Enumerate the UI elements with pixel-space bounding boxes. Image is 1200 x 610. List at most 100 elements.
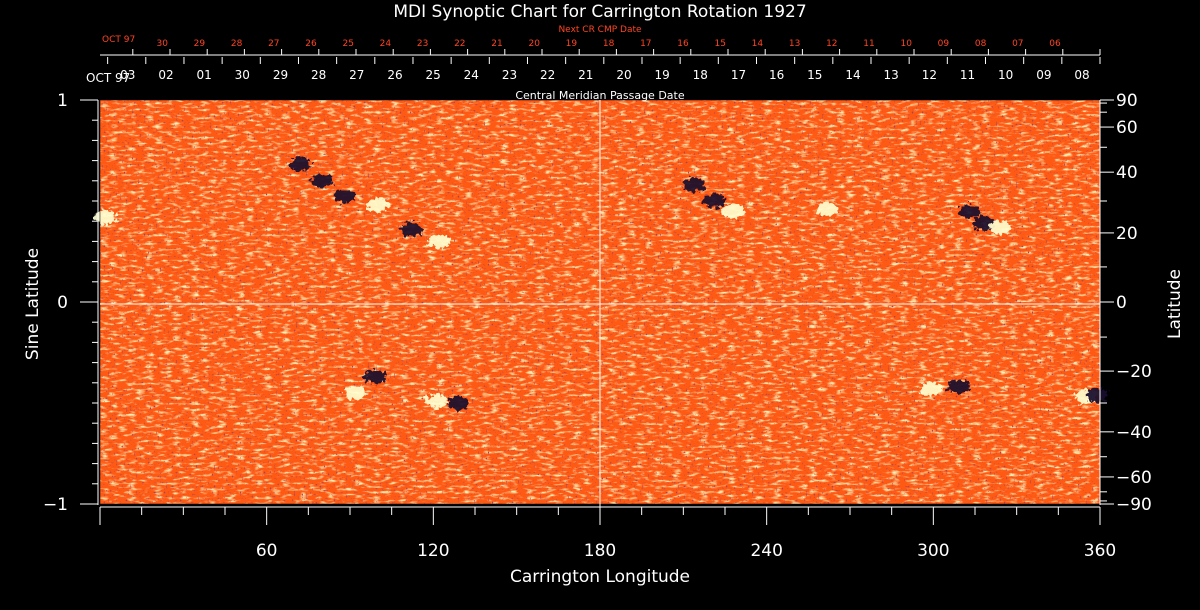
cmp-date-label: 18 xyxy=(693,68,708,82)
cmp-date-label: 15 xyxy=(807,68,822,82)
positive-polarity-region xyxy=(919,381,942,396)
next-cr-date-label: 28 xyxy=(231,39,243,49)
next-cr-date-label: 14 xyxy=(752,39,764,49)
negative-polarity-region xyxy=(958,204,981,219)
y2-tick-label: 40 xyxy=(1116,163,1138,183)
cmp-date-label: 19 xyxy=(655,68,670,82)
x-axis-ticks: 60 120 180 240 300 360 xyxy=(99,507,1116,561)
cmp-date-label: 10 xyxy=(998,68,1013,82)
cmp-date-label: 17 xyxy=(731,68,746,82)
negative-polarity-region xyxy=(972,216,995,231)
next-cr-date-label: 08 xyxy=(975,39,987,49)
cmp-date-label: 27 xyxy=(349,68,364,82)
negative-polarity-region xyxy=(311,173,334,188)
x-tick-label: 240 xyxy=(750,541,782,561)
y-tick-label: −1 xyxy=(43,495,68,515)
cmp-date-label: 03 xyxy=(120,68,135,82)
next-cr-date-label: 07 xyxy=(1012,39,1023,49)
cmp-date-label: 12 xyxy=(922,68,937,82)
positive-polarity-region xyxy=(366,198,389,213)
negative-polarity-region xyxy=(947,379,970,394)
negative-polarity-region xyxy=(683,177,706,192)
next-cr-date-label: 12 xyxy=(826,39,837,49)
cmp-month-label: OCT 97 xyxy=(86,71,130,85)
right-axis-ticks: 90 60 40 20 0 −20 −40 −60 −90 xyxy=(1100,91,1152,515)
y2-tick-label: −40 xyxy=(1116,423,1152,443)
next-cr-date-label: 29 xyxy=(194,39,206,49)
x-tick-label: 60 xyxy=(256,541,278,561)
cmp-date-label: 13 xyxy=(884,68,899,82)
y2-tick-label: 60 xyxy=(1116,118,1138,138)
cmp-date-label: 08 xyxy=(1074,68,1089,82)
cmp-date-label: 20 xyxy=(616,68,631,82)
cmp-date-label: 21 xyxy=(578,68,593,82)
top-axis-ticks: 30 29 28 27 26 25 24 23 22 21 20 19 18 17 16 15 14 13 12 11… xyxy=(132,39,1101,55)
x-tick-label: 360 xyxy=(1084,541,1116,561)
next-cr-date-label: 20 xyxy=(528,39,540,49)
cmp-axis-ticks: 03 02 01 30 29 28 27 26 25 24 23 22 21 20 19 18 17 16 15 14… xyxy=(107,57,1101,82)
cmp-date-label: 02 xyxy=(158,68,173,82)
cmp-date-label: 29 xyxy=(273,68,288,82)
positive-polarity-region xyxy=(344,385,367,400)
y2-tick-label: −20 xyxy=(1116,362,1152,382)
next-cr-date-label: 13 xyxy=(789,39,800,49)
positive-polarity-region xyxy=(816,202,839,217)
next-cr-date-label: 11 xyxy=(863,39,874,49)
y2-axis-title: Latitude xyxy=(1165,269,1185,339)
next-cr-date-label: 09 xyxy=(938,39,950,49)
next-cr-date-label: 30 xyxy=(156,39,168,49)
chart-title: MDI Synoptic Chart for Carrington Rotati… xyxy=(393,2,806,22)
y2-tick-label: −60 xyxy=(1116,468,1152,488)
next-cr-date-label: 26 xyxy=(305,39,317,49)
next-cr-date-label: 22 xyxy=(454,39,465,49)
next-cr-date-label: 10 xyxy=(900,39,912,49)
next-cr-date-label: 19 xyxy=(566,39,578,49)
x-tick-label: 300 xyxy=(917,541,949,561)
y-tick-label: 0 xyxy=(57,293,68,313)
top-axis-title: Next CR CMP Date xyxy=(558,25,642,35)
cmp-date-label: 25 xyxy=(426,68,441,82)
cmp-date-label: 09 xyxy=(1036,68,1051,82)
cmp-date-label: 28 xyxy=(311,68,326,82)
next-cr-date-label: 24 xyxy=(380,39,392,49)
y2-tick-label: 20 xyxy=(1116,224,1138,244)
positive-polarity-region xyxy=(722,204,745,219)
positive-polarity-region xyxy=(989,220,1011,235)
negative-polarity-region xyxy=(1086,387,1109,402)
negative-polarity-region xyxy=(289,157,311,172)
cmp-date-label: 14 xyxy=(845,68,860,82)
x-tick-label: 180 xyxy=(584,541,616,561)
negative-polarity-region xyxy=(447,396,470,410)
next-cr-date-label: 15 xyxy=(714,39,725,49)
cmp-axis-title: Central Meridian Passage Date xyxy=(515,89,684,102)
positive-polarity-region xyxy=(425,393,448,408)
negative-polarity-region xyxy=(333,189,356,204)
x-tick-label: 120 xyxy=(417,541,449,561)
cmp-date-label: 16 xyxy=(769,68,784,82)
left-axis-ticks: 1 0 −1 xyxy=(43,91,98,515)
negative-polarity-region xyxy=(364,369,386,384)
cmp-date-label: 26 xyxy=(387,68,402,82)
y2-tick-label: 90 xyxy=(1116,91,1138,111)
cmp-date-label: 01 xyxy=(196,68,211,82)
next-cr-date-label: 23 xyxy=(417,39,428,49)
y2-tick-label: 0 xyxy=(1116,293,1127,313)
next-cr-date-label: 06 xyxy=(1049,39,1061,49)
cmp-date-label: 24 xyxy=(464,68,479,82)
top-axis-month-label: OCT 97 xyxy=(102,35,135,45)
cmp-date-label: 22 xyxy=(540,68,555,82)
next-cr-date-label: 17 xyxy=(640,39,651,49)
next-cr-date-label: 16 xyxy=(677,39,689,49)
negative-polarity-region xyxy=(400,222,423,237)
next-cr-date-label: 25 xyxy=(342,39,353,49)
cmp-date-label: 30 xyxy=(235,68,250,82)
negative-polarity-region xyxy=(702,194,725,208)
y-axis-title: Sine Latitude xyxy=(23,248,43,360)
next-cr-date-label: 27 xyxy=(268,39,279,49)
cmp-date-label: 23 xyxy=(502,68,517,82)
y2-tick-label: −90 xyxy=(1116,495,1152,515)
x-axis-title: Carrington Longitude xyxy=(510,567,690,587)
magnetogram-field xyxy=(94,100,1109,504)
positive-polarity-region xyxy=(427,234,450,249)
